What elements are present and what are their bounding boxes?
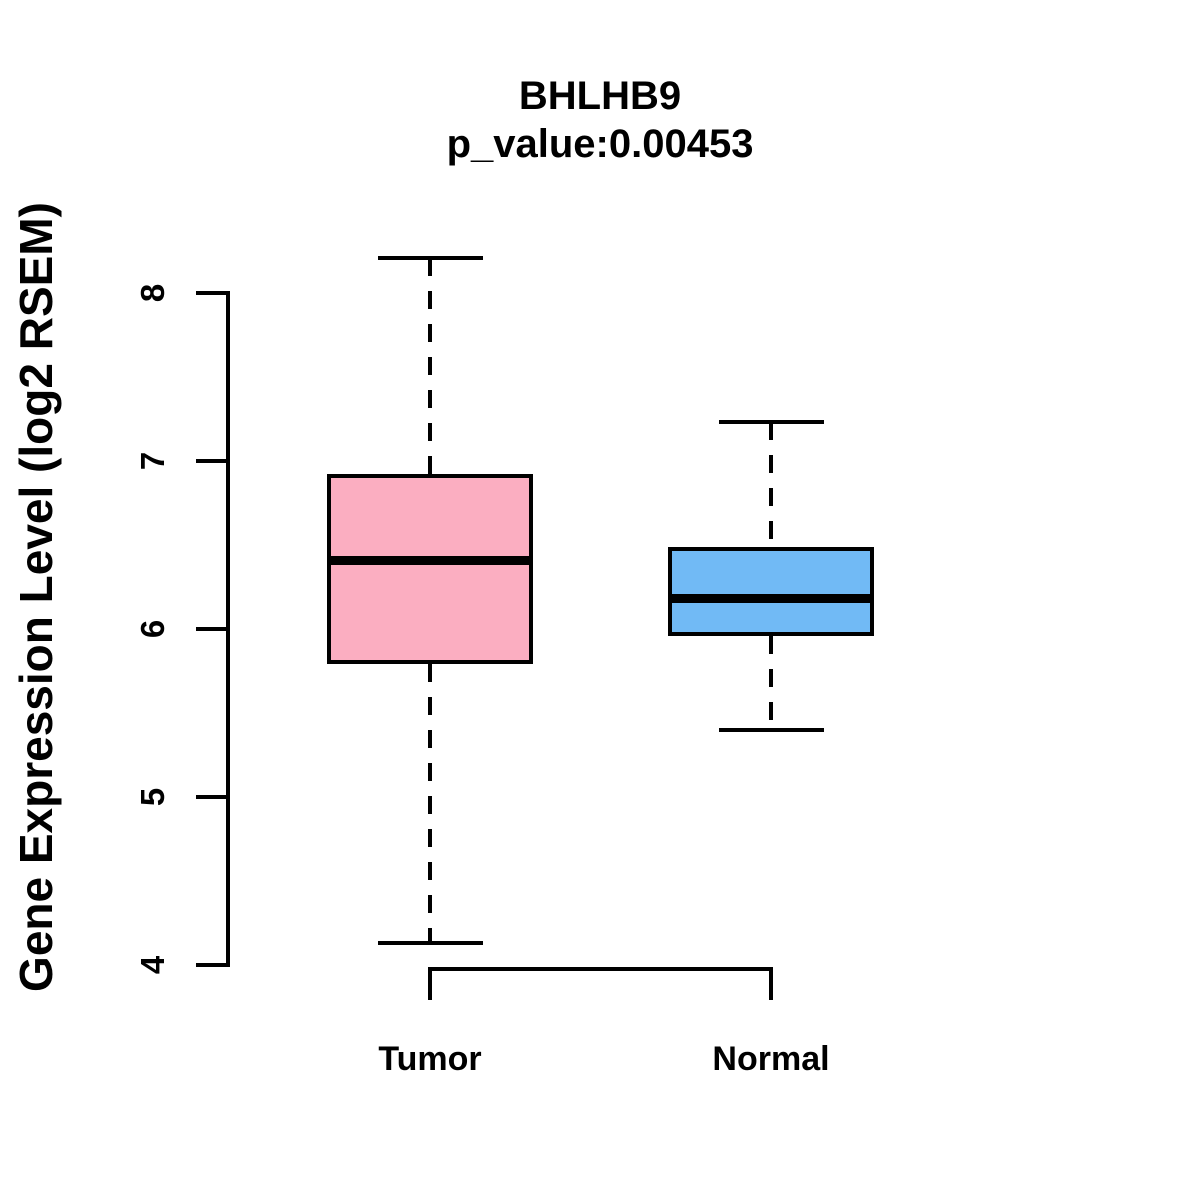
title-block: BHLHB9 p_value:0.00453 [0,72,1200,168]
whisker-cap-bottom [377,941,483,946]
y-tick [196,627,226,631]
whisker-upper [769,422,773,547]
x-axis-tick [769,969,773,1000]
whisker-cap-top [718,420,824,425]
whisker-cap-bottom [718,727,824,732]
y-tick-label: 5 [134,787,171,807]
whisker-lower [428,664,432,944]
y-tick-label: 4 [134,955,171,975]
x-category-label: Normal [712,1040,830,1078]
y-tick [196,459,226,463]
y-tick-label: 6 [134,619,171,639]
y-tick-label: 7 [134,451,171,471]
chart-title: BHLHB9 [518,74,682,118]
y-tick-label: 8 [134,283,171,303]
box-normal [668,546,874,636]
box-tumor [327,474,533,665]
chart-subtitle: p_value:0.00453 [446,122,754,166]
x-category-label: Tumor [378,1040,482,1078]
y-tick [196,795,226,799]
y-tick [196,291,226,295]
median-line [668,594,874,604]
x-axis-line [428,967,773,971]
median-line [327,555,533,565]
whisker-upper [428,257,432,475]
y-axis-line [226,291,230,967]
y-axis-label: Gene Expression Level (log2 RSEM) [10,202,62,992]
y-tick [196,963,226,967]
whisker-cap-top [377,255,483,260]
x-axis-tick [428,969,432,1000]
whisker-lower [769,635,773,730]
